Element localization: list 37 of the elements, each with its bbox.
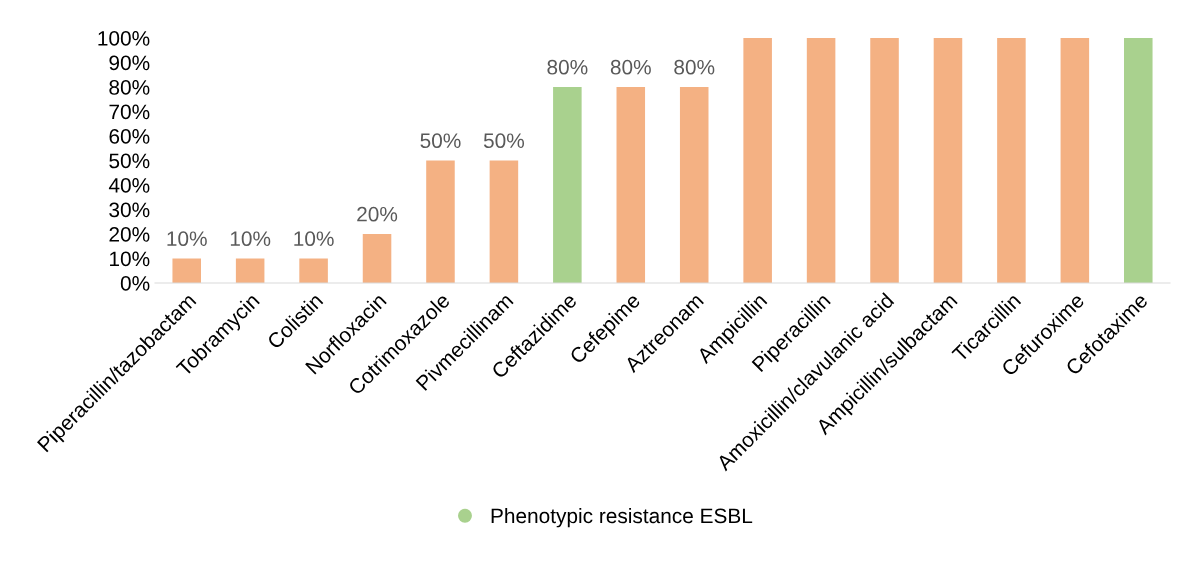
y-tick-label: 50% [109, 153, 150, 169]
bar [426, 160, 455, 283]
bar [679, 87, 709, 283]
bar [1124, 38, 1153, 283]
y-tick-label: 100% [98, 31, 150, 46]
bar [933, 38, 963, 283]
data-label: 50% [420, 133, 461, 149]
data-label: 10% [230, 231, 271, 247]
data-label: 10% [167, 231, 207, 247]
y-tick-label: 60% [109, 129, 150, 144]
bar [362, 234, 392, 283]
y-tick-label: 10% [110, 251, 150, 267]
y-tick-label: 30% [109, 202, 150, 218]
bar [997, 38, 1026, 283]
bar [172, 258, 201, 283]
bar [806, 38, 836, 283]
y-tick-label: 20% [109, 227, 150, 242]
y-tick-label: 80% [109, 80, 150, 95]
y-tick-label: 0% [120, 276, 150, 291]
bar [299, 258, 328, 283]
data-label: 10% [294, 231, 334, 247]
data-label: 50% [483, 133, 525, 149]
bar [743, 38, 772, 283]
data-label: 80% [674, 59, 715, 75]
bar [235, 258, 265, 283]
y-tick-label: 90% [109, 55, 150, 71]
bar [489, 160, 519, 283]
legend-label: Phenotypic resistance ESBL [491, 507, 753, 528]
data-label: 20% [357, 206, 398, 222]
bar [616, 87, 646, 283]
y-tick-label: 70% [109, 104, 150, 120]
bar [870, 38, 899, 283]
bar [1060, 38, 1090, 283]
data-label: 80% [547, 59, 588, 75]
bar [553, 87, 582, 283]
data-label: 80% [610, 59, 651, 75]
y-tick-label: 40% [108, 178, 150, 193]
